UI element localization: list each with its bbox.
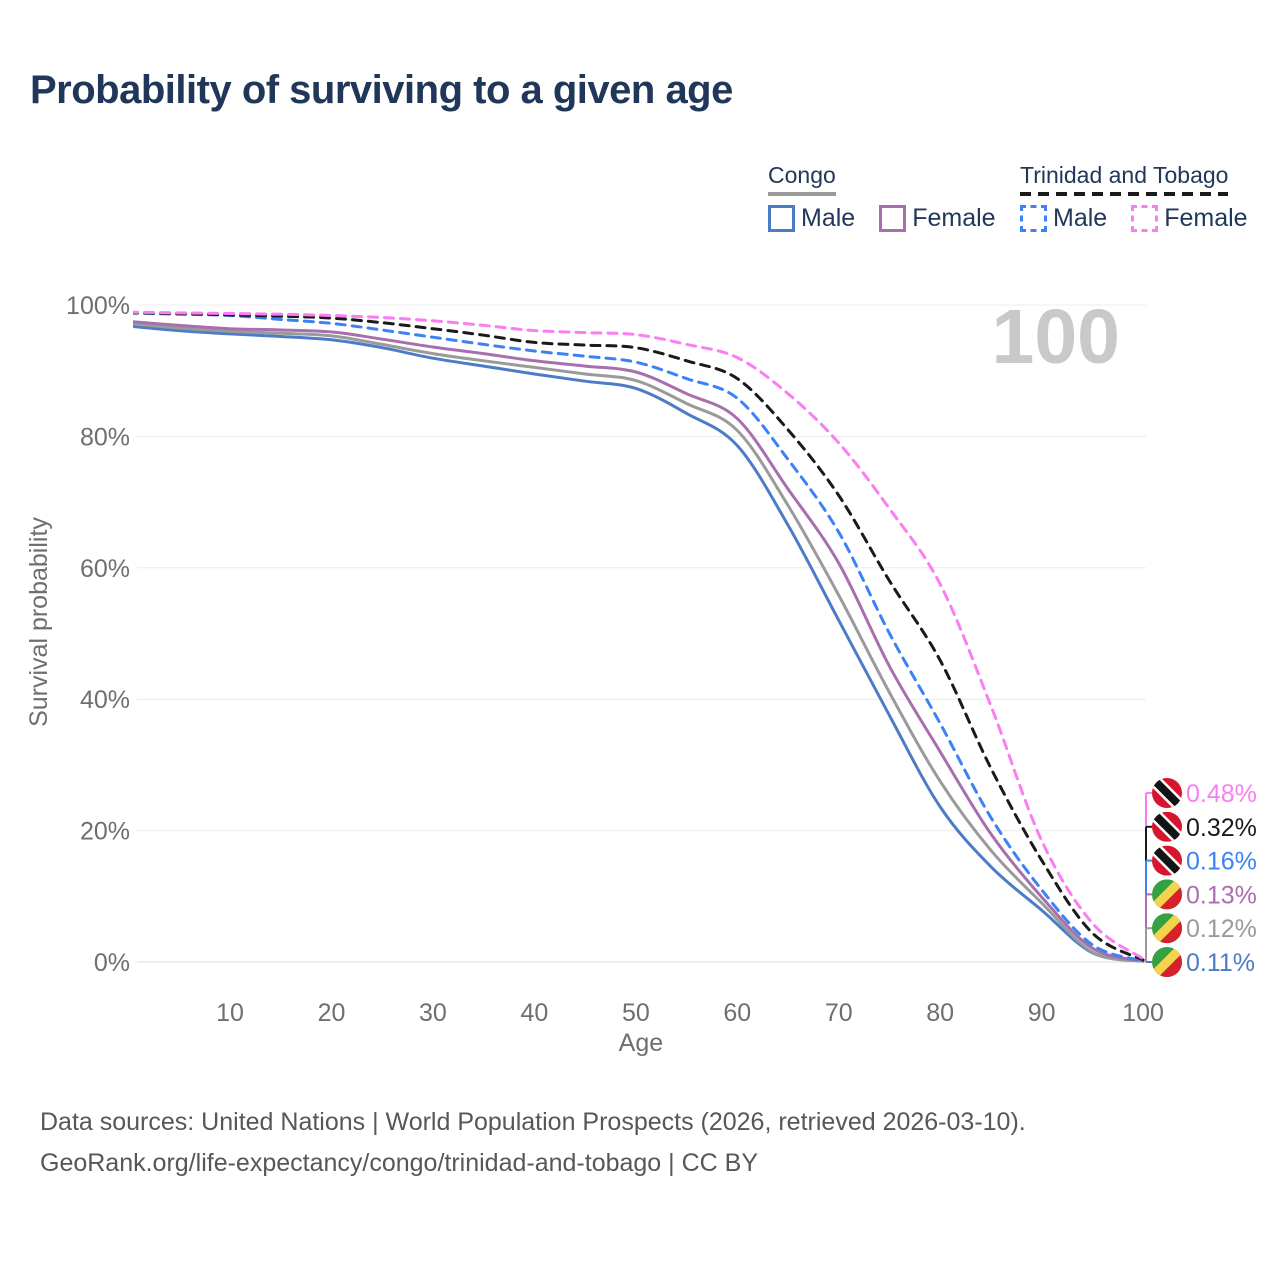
x-tick-30: 30 <box>419 999 447 1027</box>
y-tick-60%: 60% <box>80 555 130 583</box>
curves-layer <box>133 310 1145 963</box>
curve-congo-female <box>133 320 1145 963</box>
legend-header-congo[interactable]: Congo <box>768 162 836 196</box>
end-label-value-0.16%: 0.16% <box>1186 848 1257 876</box>
curve-congo-male <box>133 324 1145 963</box>
curve-trinidad-and-tobago <box>133 311 1145 962</box>
flag-art <box>1152 778 1182 808</box>
legend-tt-underline <box>1020 192 1229 196</box>
legend-items-trinidad-and-tobago: Male Female <box>1020 204 1248 233</box>
footer-attribution: GeoRank.org/life-expectancy/congo/trinid… <box>40 1149 759 1177</box>
legend-swatch-congo-male <box>768 205 795 232</box>
legend-label-congo-female: Female <box>912 204 996 232</box>
legend-swatch-congo-female <box>879 205 907 232</box>
legend-item-tt-male[interactable]: Male <box>1020 204 1107 233</box>
legend-group-trinidad-and-tobago: Trinidad and Tobago Male Female <box>1020 162 1248 233</box>
legend-item-congo-male[interactable]: Male <box>768 204 855 233</box>
end-label-value-0.48%: 0.48% <box>1186 780 1257 808</box>
page-title: Probability of surviving to a given age <box>30 68 733 112</box>
x-tick-40: 40 <box>520 999 548 1027</box>
end-label-value-0.13%: 0.13% <box>1186 881 1257 909</box>
y-tick-80%: 80% <box>80 423 130 451</box>
x-axis-title: Age <box>619 1029 663 1057</box>
curve-trinidad-and-tobago-female <box>133 310 1145 961</box>
legend-congo-underline <box>768 192 836 196</box>
x-tick-60: 60 <box>723 999 751 1027</box>
flag-art <box>1152 879 1182 910</box>
y-axis-title: Survival probability <box>25 517 53 727</box>
y-tick-40%: 40% <box>80 686 130 714</box>
footer: Data sources: United Nations | World Pop… <box>40 1102 1026 1184</box>
legend-label-tt-male: Male <box>1053 204 1108 232</box>
flag-art <box>1152 811 1182 842</box>
y-tick-0%: 0% <box>94 949 130 977</box>
footer-data-sources: Data sources: United Nations | World Pop… <box>40 1108 1026 1136</box>
legend-item-tt-female[interactable]: Female <box>1131 204 1248 233</box>
flag-art <box>1152 913 1182 944</box>
x-tick-100: 100 <box>1122 999 1164 1027</box>
x-tick-80: 80 <box>926 999 954 1027</box>
x-tick-90: 90 <box>1028 999 1056 1027</box>
x-tick-10: 10 <box>216 999 244 1027</box>
end-label-value-0.11%: 0.11% <box>1186 949 1255 977</box>
legend-swatch-tt-male <box>1020 205 1047 232</box>
congo-flag-icon <box>1152 879 1182 910</box>
flag-art <box>1152 845 1182 876</box>
end-label-value-0.32%: 0.32% <box>1186 814 1257 842</box>
legend-swatch-tt-female <box>1131 205 1159 232</box>
legend-label-tt-female: Female <box>1164 204 1248 232</box>
legend-header-congo-label: Congo <box>768 162 836 188</box>
legend-group-congo: Congo Male Female <box>768 162 996 233</box>
legend-items-congo: Male Female <box>768 204 996 233</box>
legend-header-tt-label: Trinidad and Tobago <box>1020 162 1229 188</box>
legend-item-congo-female[interactable]: Female <box>879 204 996 233</box>
trinidad-and-tobago-flag-icon <box>1152 811 1182 842</box>
congo-flag-icon <box>1152 947 1182 977</box>
trinidad-and-tobago-flag-icon <box>1152 845 1182 876</box>
legend-header-trinidad-and-tobago[interactable]: Trinidad and Tobago <box>1020 162 1229 196</box>
watermark-100: 100 <box>992 294 1120 380</box>
congo-flag-icon <box>1152 913 1182 944</box>
y-tick-20%: 20% <box>80 818 130 846</box>
curve-congo <box>133 322 1145 963</box>
x-tick-20: 20 <box>318 999 346 1027</box>
legend-label-congo-male: Male <box>801 204 856 232</box>
x-tick-70: 70 <box>825 999 853 1027</box>
flag-art <box>1152 947 1182 977</box>
curve-trinidad-and-tobago-male <box>133 311 1145 963</box>
end-label-value-0.12%: 0.12% <box>1186 915 1257 943</box>
y-tick-100%: 100% <box>66 292 130 320</box>
trinidad-and-tobago-flag-icon <box>1152 778 1182 808</box>
x-tick-50: 50 <box>622 999 650 1027</box>
